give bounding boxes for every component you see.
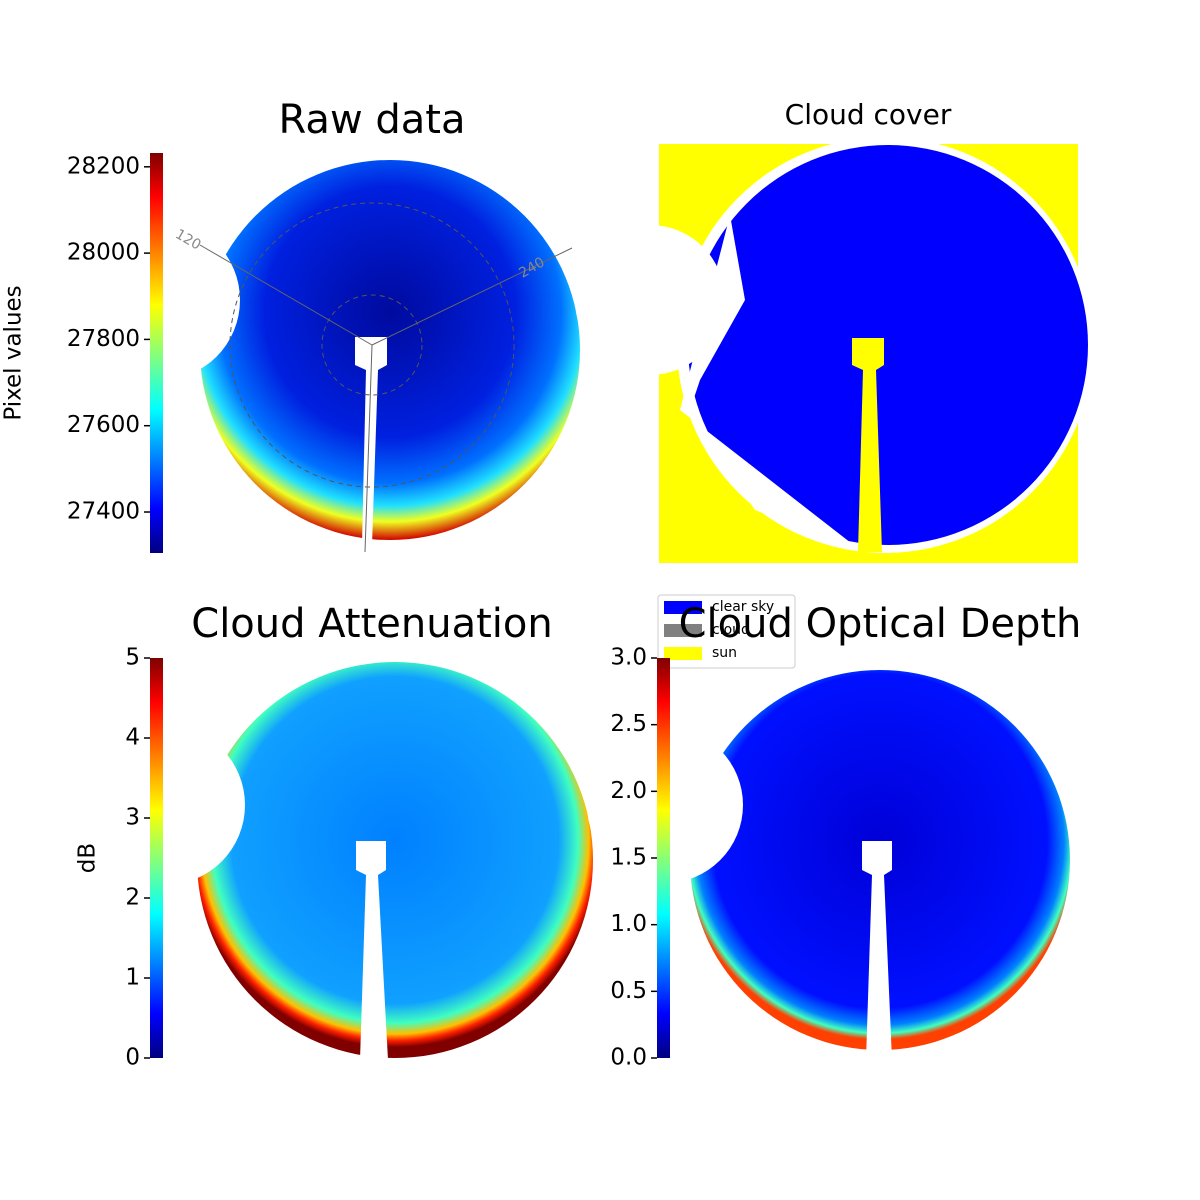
colorbar-label: Pixel values bbox=[1, 285, 27, 420]
panel-title: Cloud cover bbox=[785, 98, 952, 131]
colorbar-tick-label: 1.5 bbox=[610, 845, 647, 871]
colorbar-tick-label: 28000 bbox=[67, 240, 140, 266]
panel-title: Cloud Attenuation bbox=[191, 601, 552, 647]
colorbar bbox=[657, 658, 670, 1058]
colorbar-tick-label: 4 bbox=[125, 725, 140, 751]
legend-swatch bbox=[664, 601, 702, 614]
colorbar-label: dB bbox=[75, 843, 101, 873]
colorbar-tick-label: 0.0 bbox=[610, 1045, 647, 1071]
colorbar-tick-label: 5 bbox=[125, 645, 140, 671]
colorbar-tick-label: 0 bbox=[125, 1045, 140, 1071]
colorbar bbox=[150, 658, 163, 1058]
colorbar bbox=[150, 153, 163, 553]
colorbar-tick-label: 2.0 bbox=[610, 778, 647, 804]
panel-title: Cloud Optical Depth bbox=[679, 601, 1082, 647]
colorbar-tick-label: 2.5 bbox=[610, 711, 647, 737]
colorbar-tick-label: 27400 bbox=[67, 499, 140, 525]
colorbar-tick-label: 0.5 bbox=[610, 978, 647, 1004]
colorbar-tick-label: 2 bbox=[125, 885, 140, 911]
colorbar-tick-label: 27600 bbox=[67, 412, 140, 438]
colorbar-tick-label: 1 bbox=[125, 965, 140, 991]
colorbar-tick-label: 3.0 bbox=[610, 645, 647, 671]
legend-label: sun bbox=[712, 645, 737, 661]
cloud-cover-image bbox=[575, 137, 1093, 563]
panel-title: Raw data bbox=[279, 97, 466, 143]
legend-label: cloud bbox=[712, 622, 750, 638]
legend-swatch bbox=[664, 624, 702, 637]
legend-swatch bbox=[664, 647, 702, 660]
colorbar-tick-label: 3 bbox=[125, 805, 140, 831]
colorbar-tick-label: 1.0 bbox=[610, 911, 647, 937]
colorbar-tick-label: 28200 bbox=[67, 153, 140, 179]
attenuation-image bbox=[85, 662, 593, 1060]
colorbar-tick-label: 27800 bbox=[67, 326, 140, 352]
cod-image bbox=[587, 670, 1070, 1060]
legend-label: clear sky bbox=[712, 599, 774, 615]
